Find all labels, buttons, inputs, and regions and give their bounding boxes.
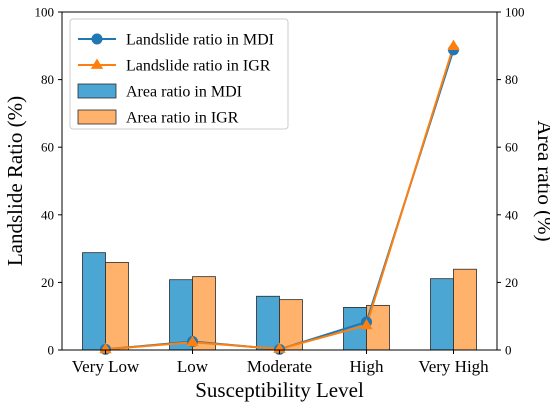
- y-axis-title: Landslide Ratio (%): [3, 96, 27, 266]
- y2-tick-label-60: 60: [505, 140, 518, 155]
- legend-mdi-bar-swatch: [77, 83, 117, 99]
- y-tick-label-0: 0: [48, 343, 55, 358]
- x-tick-label-1: Low: [177, 357, 209, 376]
- y-tick-label-80: 80: [41, 72, 54, 87]
- bar-mdi-0: [82, 252, 106, 351]
- legend-label-landslide-igr: Landslide ratio in IGR: [126, 58, 271, 75]
- y-tick-label-40: 40: [41, 207, 54, 222]
- y2-axis-title: Area ratio (%): [533, 120, 550, 241]
- bar-mdi-4: [430, 278, 454, 351]
- y-tick-label-60: 60: [41, 140, 54, 155]
- bar-igr-0: [105, 262, 129, 351]
- legend-igr-triangle-marker: [90, 58, 104, 69]
- y2-tick-label-80: 80: [505, 72, 518, 87]
- axes-layer: 0 0 20 20 40 40 60 60 80 80 100 100 Very Low Low Moder…: [35, 5, 525, 377]
- y-tick-label-20: 20: [41, 275, 54, 290]
- y-tick-label-100: 100: [35, 5, 55, 20]
- point-igr-3: [360, 318, 373, 330]
- legend-label-area-mdi: Area ratio in MDI: [126, 84, 242, 101]
- legend-igr-bar-swatch: [77, 109, 117, 125]
- bar-igr-4: [453, 268, 477, 351]
- legend-label-landslide-mdi: Landslide ratio in MDI: [126, 32, 274, 49]
- point-igr-1: [186, 335, 199, 347]
- y2-tick-label-100: 100: [505, 5, 525, 20]
- x-tick-label-0: Very Low: [72, 357, 140, 376]
- x-tick-label-4: Very High: [418, 357, 489, 376]
- y2-tick-label-40: 40: [505, 207, 518, 222]
- point-igr-4: [447, 39, 460, 51]
- legend-box: [69, 18, 289, 130]
- bar-mdi-2: [256, 295, 280, 351]
- legend-mdi-circle-marker: [91, 33, 103, 45]
- point-igr-0: [99, 342, 112, 354]
- legend-label-area-igr: Area ratio in IGR: [126, 110, 239, 127]
- y2-tick-label-0: 0: [505, 343, 512, 358]
- bars-layer: [82, 252, 477, 351]
- x-axis-title: Susceptibility Level: [195, 378, 364, 402]
- x-tick-label-2: Moderate: [247, 357, 312, 376]
- legend: Landslide ratio in MDI Landslide ratio i…: [69, 18, 289, 130]
- x-tick-label-3: High: [350, 357, 385, 376]
- y2-tick-label-20: 20: [505, 275, 518, 290]
- lines-layer: [99, 39, 460, 355]
